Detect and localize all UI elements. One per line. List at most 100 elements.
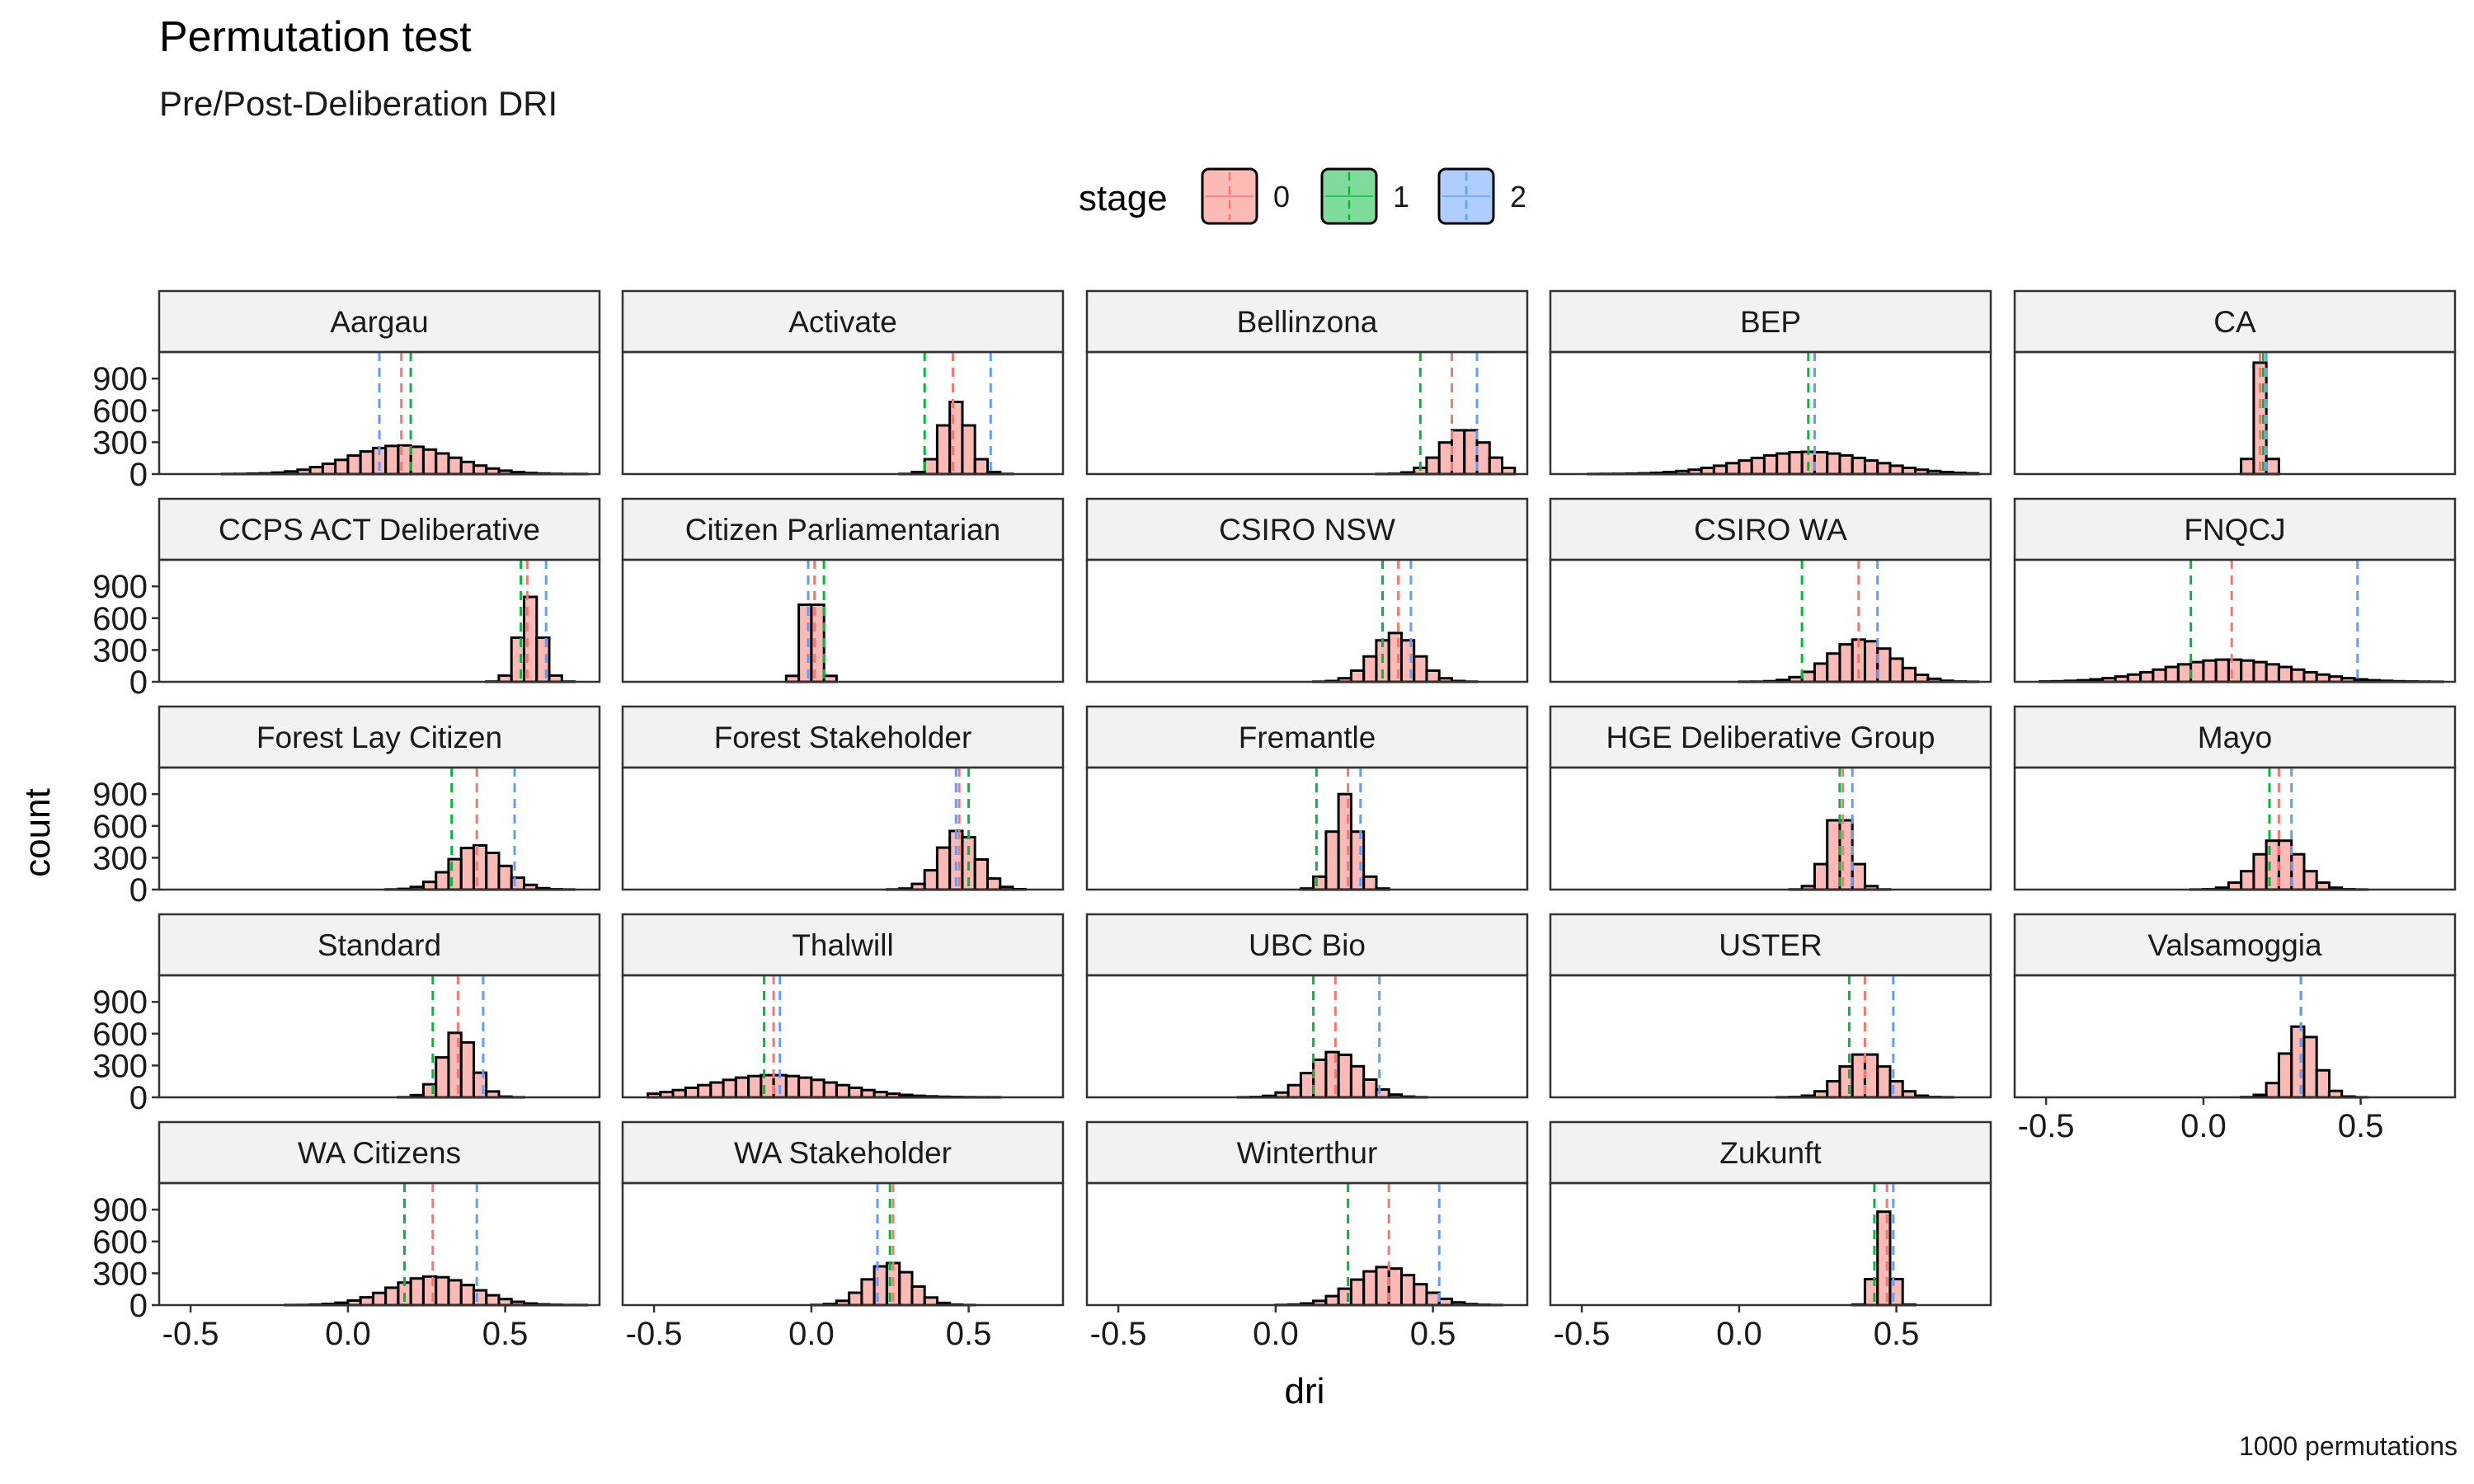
- panel-border: [2013, 558, 2457, 683]
- y-tick-label: 900: [92, 361, 148, 397]
- strip-label-mayo: Mayo: [2198, 721, 2272, 754]
- panel-border: [158, 558, 601, 683]
- hist-bar: [2227, 881, 2243, 891]
- hist-bar: [923, 1296, 938, 1307]
- hist-bar: [1776, 452, 1791, 476]
- strip-label-forest-lay-citizen: Forest Lay Citizen: [256, 721, 502, 754]
- histogram-valsamoggia: [2240, 1025, 2368, 1099]
- strip-label-thalwill: Thalwill: [792, 928, 893, 962]
- hist-bar: [1425, 669, 1441, 683]
- hist-bar: [435, 452, 450, 476]
- strip-label-citizen-parliamentarian: Citizen Parliamentarian: [685, 513, 1001, 547]
- hist-bar: [1876, 647, 1892, 683]
- strip-label-ubc-bio: UBC Bio: [1249, 928, 1366, 962]
- hist-bar: [797, 1076, 813, 1099]
- hist-bar: [1362, 655, 1378, 683]
- hist-bar: [2152, 668, 2167, 683]
- strip-csiro-nsw: [1085, 497, 1529, 561]
- panel-border: [158, 350, 601, 476]
- hist-bar: [923, 458, 938, 476]
- panel-border: [158, 766, 601, 891]
- hist-bar: [421, 1275, 438, 1307]
- hist-bar: [2227, 658, 2243, 683]
- y-tick-label: 600: [92, 809, 148, 845]
- x-tick-label: 0.0: [1253, 1316, 1299, 1352]
- strip-label-ca: CA: [2213, 305, 2256, 339]
- hist-bar: [697, 1083, 713, 1099]
- hist-bar: [472, 1071, 488, 1099]
- hist-bar: [1362, 1270, 1378, 1307]
- hist-bar: [2290, 852, 2306, 891]
- panel-uster: USTER: [1549, 913, 1992, 1099]
- hist-bar: [1387, 1267, 1403, 1307]
- y-tick-label: 0: [129, 1080, 148, 1116]
- panel-border: [1085, 974, 1529, 1099]
- hist-bar: [2214, 658, 2230, 683]
- strip-label-forest-stakeholder: Forest Stakeholder: [714, 721, 972, 754]
- panel-citizen-parliamentarian: Citizen Parliamentarian: [621, 497, 1065, 683]
- hist-bar: [2277, 665, 2293, 683]
- hist-bar: [1838, 1065, 1854, 1099]
- hist-bar: [1324, 830, 1340, 891]
- hist-bar: [1788, 451, 1804, 476]
- hist-bar: [973, 858, 989, 891]
- chart-subtitle: Pre/Post-Deliberation DRI: [159, 84, 557, 123]
- hist-bar: [2302, 1036, 2318, 1099]
- hist-bar: [1888, 1080, 1904, 1099]
- strip-valsamoggia: [2013, 913, 2457, 977]
- hist-bar: [2202, 659, 2218, 683]
- panel-border: [1549, 974, 1992, 1099]
- histogram-ubc-bio: [1236, 1050, 1428, 1099]
- hist-bar: [2302, 870, 2318, 891]
- x-tick-label: 0.5: [482, 1316, 529, 1352]
- panel-activate: Activate: [621, 289, 1065, 476]
- y-tick-label: 900: [92, 984, 148, 1021]
- hist-bar: [986, 877, 1002, 891]
- x-tick-label: 0.5: [1410, 1316, 1456, 1352]
- hist-bar: [1337, 1287, 1352, 1307]
- strip-wa-stakeholder: [621, 1120, 1065, 1185]
- x-tick-label: 0.5: [1874, 1316, 1920, 1352]
- hist-bar: [2315, 1068, 2331, 1099]
- x-tick-label: 0.0: [2180, 1108, 2227, 1144]
- hist-bar: [2265, 663, 2280, 683]
- y-tick-label: 600: [92, 1017, 148, 1053]
- hist-bar: [1463, 429, 1479, 476]
- hist-bar: [1826, 819, 1841, 891]
- x-tick-label: -0.5: [626, 1316, 683, 1352]
- hist-bar: [459, 460, 476, 476]
- strip-label-csiro-nsw: CSIRO NSW: [1219, 513, 1395, 547]
- strip-mayo: [2013, 705, 2457, 769]
- hist-bar: [1286, 1083, 1302, 1099]
- x-tick-label: 0.0: [788, 1316, 835, 1352]
- panel-ubc-bio: UBC Bio: [1085, 913, 1529, 1099]
- hist-bar: [510, 876, 526, 891]
- strip-citizen-parliamentarian: [621, 497, 1065, 561]
- panel-border: [621, 558, 1065, 683]
- legend-title: stage: [1079, 178, 1168, 218]
- y-axis-title: count: [17, 788, 58, 877]
- hist-bar: [1876, 1065, 1892, 1099]
- hist-bar: [684, 1086, 700, 1099]
- histogram-fnqcj: [2039, 658, 2444, 683]
- y-tick-label: 0: [129, 1288, 148, 1324]
- strip-label-zukunft: Zukunft: [1719, 1136, 1822, 1170]
- hist-bar: [760, 1073, 775, 1099]
- hist-bar: [910, 1285, 926, 1307]
- legend-item-2: 2: [1437, 167, 1526, 225]
- hist-bar: [935, 846, 952, 891]
- histogram-zukunft: [1851, 1210, 1917, 1307]
- hist-bar: [2265, 839, 2280, 891]
- panel-hge-deliberative-group: HGE Deliberative Group: [1549, 705, 1992, 891]
- hist-bar: [722, 1078, 737, 1099]
- strip-label-hge-deliberative-group: HGE Deliberative Group: [1606, 721, 1935, 754]
- strip-aargau: [158, 289, 601, 354]
- strip-forest-lay-citizen: [158, 705, 601, 769]
- hist-bar: [1838, 819, 1854, 891]
- hist-bar: [1387, 632, 1403, 683]
- hist-bar: [1312, 875, 1328, 891]
- y-tick-label: 600: [92, 393, 148, 430]
- legend: stage 0 1 2: [1079, 167, 1526, 225]
